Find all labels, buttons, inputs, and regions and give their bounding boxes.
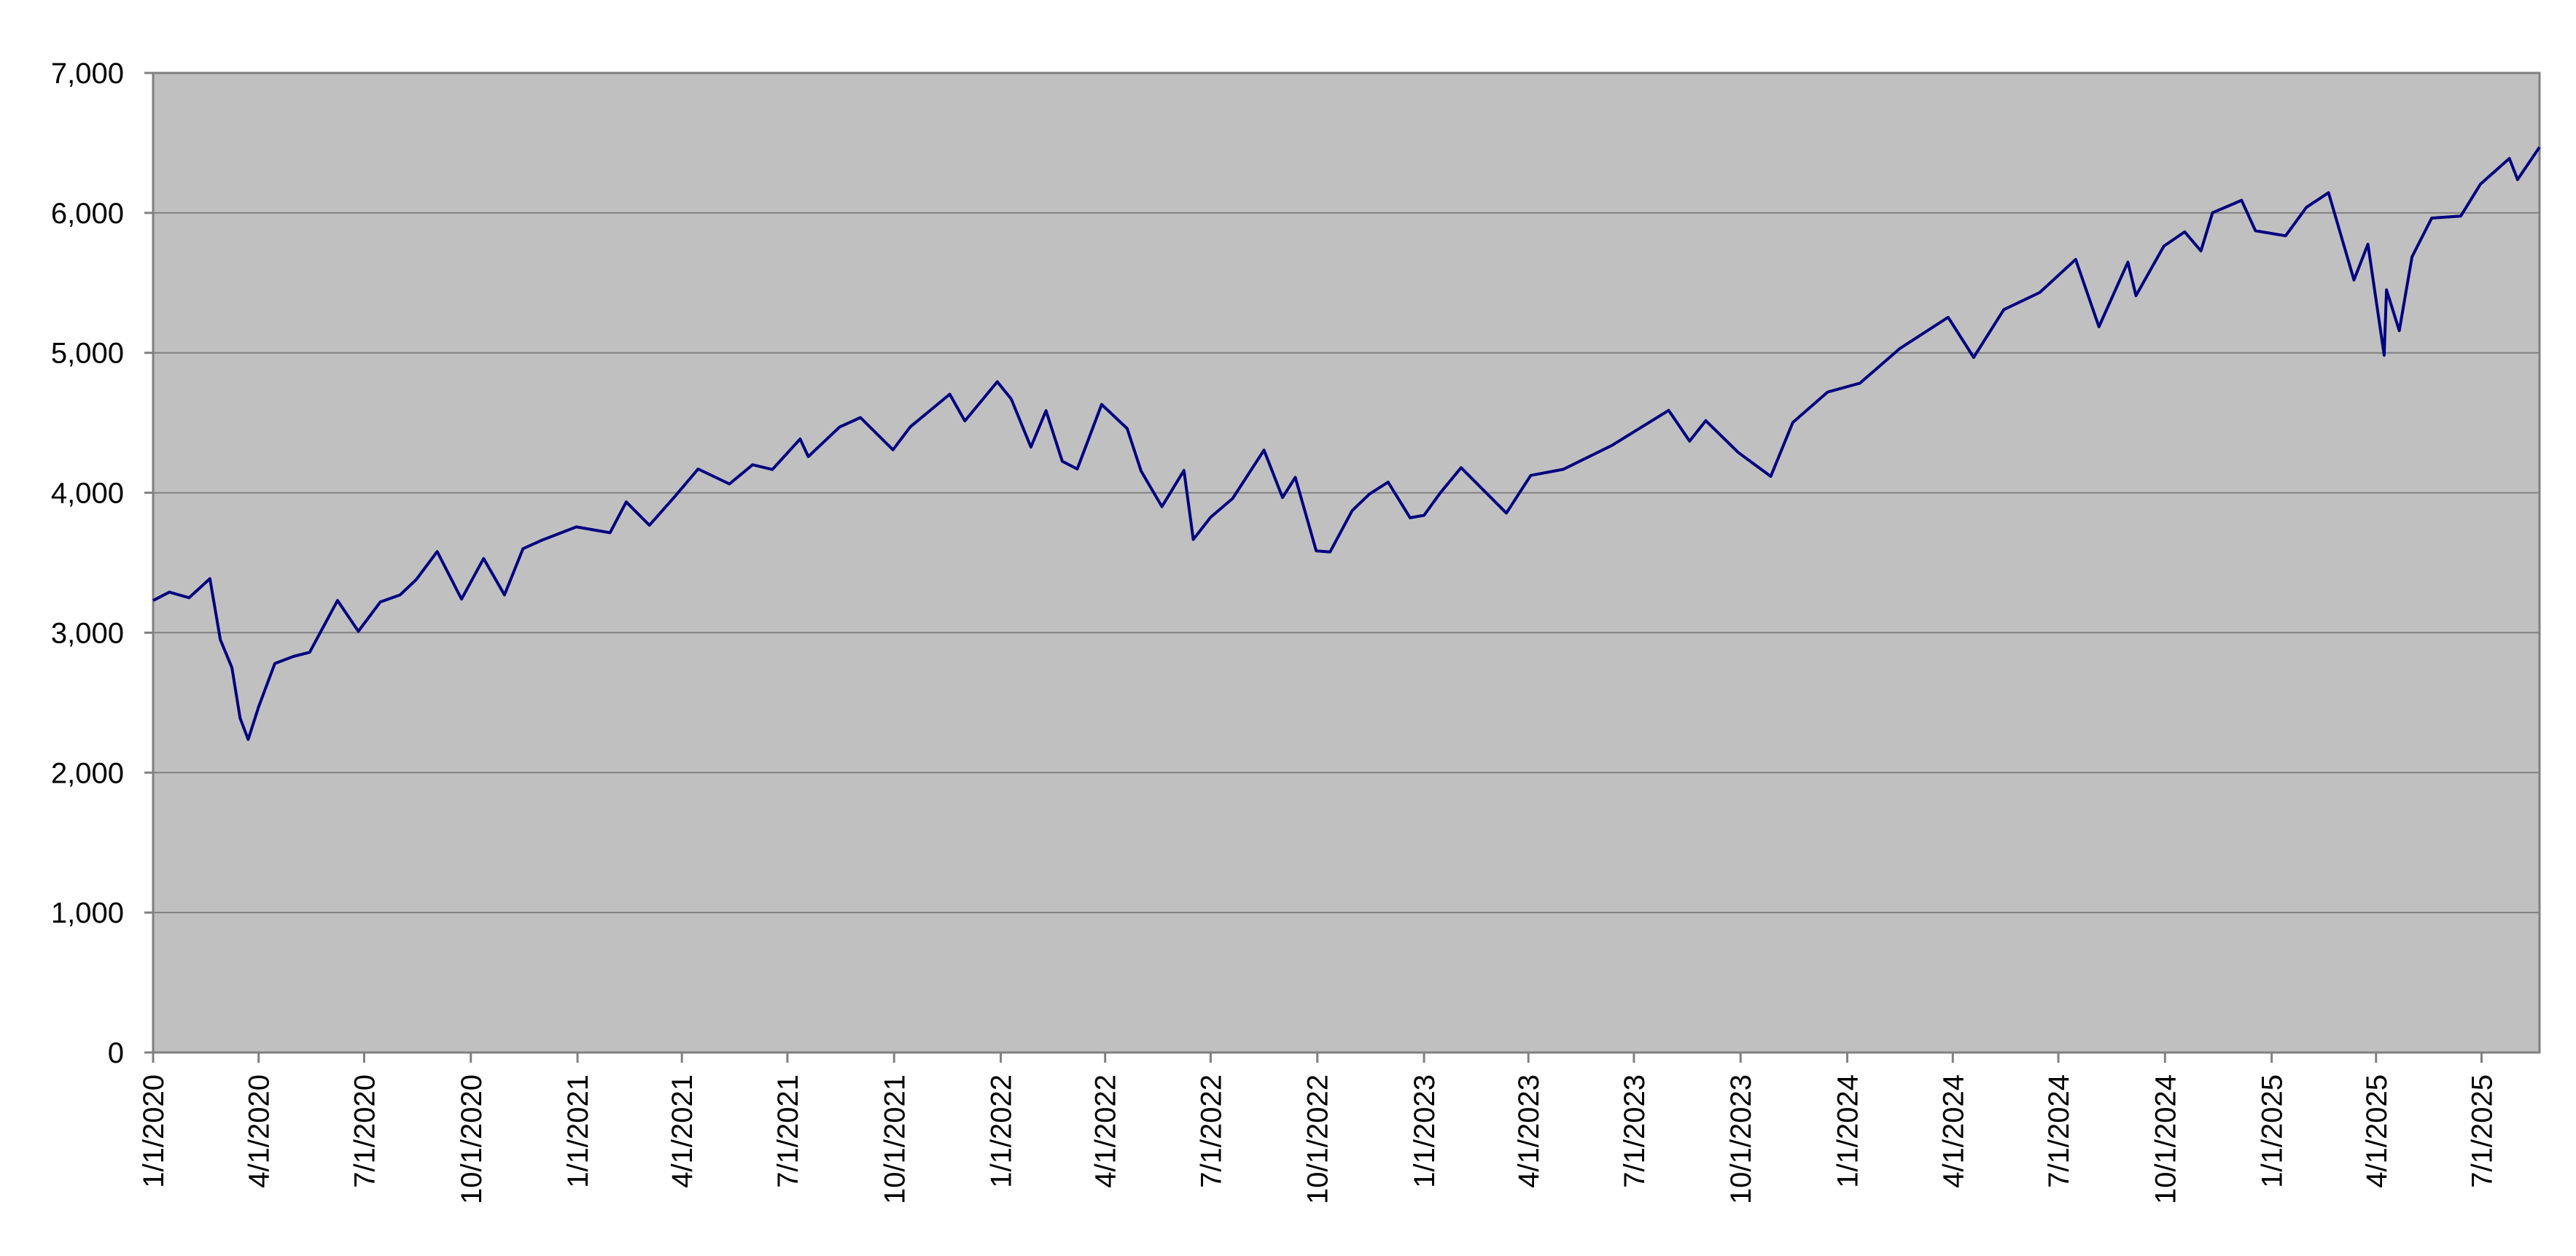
x-tick-label: 10/1/2022 bbox=[1302, 1074, 1334, 1204]
y-tick-label: 4,000 bbox=[51, 478, 124, 510]
x-tick-label: 7/1/2021 bbox=[772, 1074, 804, 1188]
x-tick-label: 1/1/2021 bbox=[562, 1074, 594, 1188]
y-tick-label: 3,000 bbox=[51, 617, 124, 649]
plot-area bbox=[153, 73, 2540, 1053]
series-line bbox=[152, 146, 2541, 741]
x-tick-label: 7/1/2022 bbox=[1195, 1074, 1227, 1188]
y-axis: 0 1,000 2,000 3,000 4,000 5,000 6,000 7,000 bbox=[51, 58, 2541, 1069]
y-tick-label: 6,000 bbox=[51, 198, 124, 230]
x-tick-label: 1/1/2022 bbox=[986, 1074, 1018, 1188]
y-tick-label: 1,000 bbox=[51, 897, 124, 929]
x-tick-label: 4/1/2020 bbox=[244, 1074, 276, 1188]
y-tick-label: 2,000 bbox=[51, 757, 124, 789]
x-tick-label: 1/1/2024 bbox=[1832, 1074, 1864, 1188]
gridlines bbox=[153, 212, 2540, 914]
y-tick-label: 0 bbox=[108, 1037, 124, 1069]
x-tick-label: 4/1/2024 bbox=[1937, 1074, 1969, 1188]
x-tick-label: 7/1/2024 bbox=[2043, 1074, 2075, 1188]
x-tick-label: 4/1/2021 bbox=[666, 1074, 699, 1188]
x-tick-label: 10/1/2020 bbox=[456, 1074, 488, 1204]
x-tick-label: 1/1/2020 bbox=[138, 1074, 170, 1188]
series-layer bbox=[152, 146, 2541, 741]
plot-border bbox=[152, 71, 2541, 1054]
y-tick-label: 5,000 bbox=[51, 338, 124, 370]
x-tick-label: 4/1/2022 bbox=[1090, 1074, 1122, 1188]
x-tick-label: 1/1/2023 bbox=[1409, 1074, 1441, 1188]
y-tick-label: 7,000 bbox=[51, 58, 124, 90]
x-tick-label: 10/1/2021 bbox=[879, 1074, 911, 1204]
x-tick-label: 4/1/2023 bbox=[1513, 1074, 1545, 1188]
x-axis: 1/1/2020 4/1/2020 7/1/2020 10/1/2020 1/1/202… bbox=[138, 1053, 2498, 1204]
x-tick-label: 7/1/2025 bbox=[2466, 1074, 2498, 1188]
x-tick-label: 10/1/2023 bbox=[1725, 1074, 1757, 1204]
x-tick-label: 1/1/2025 bbox=[2257, 1074, 2289, 1188]
x-tick-label: 7/1/2020 bbox=[349, 1074, 381, 1188]
x-tick-label: 7/1/2023 bbox=[1619, 1074, 1651, 1188]
x-tick-label: 10/1/2024 bbox=[2149, 1074, 2182, 1204]
x-tick-label: 4/1/2025 bbox=[2361, 1074, 2393, 1188]
